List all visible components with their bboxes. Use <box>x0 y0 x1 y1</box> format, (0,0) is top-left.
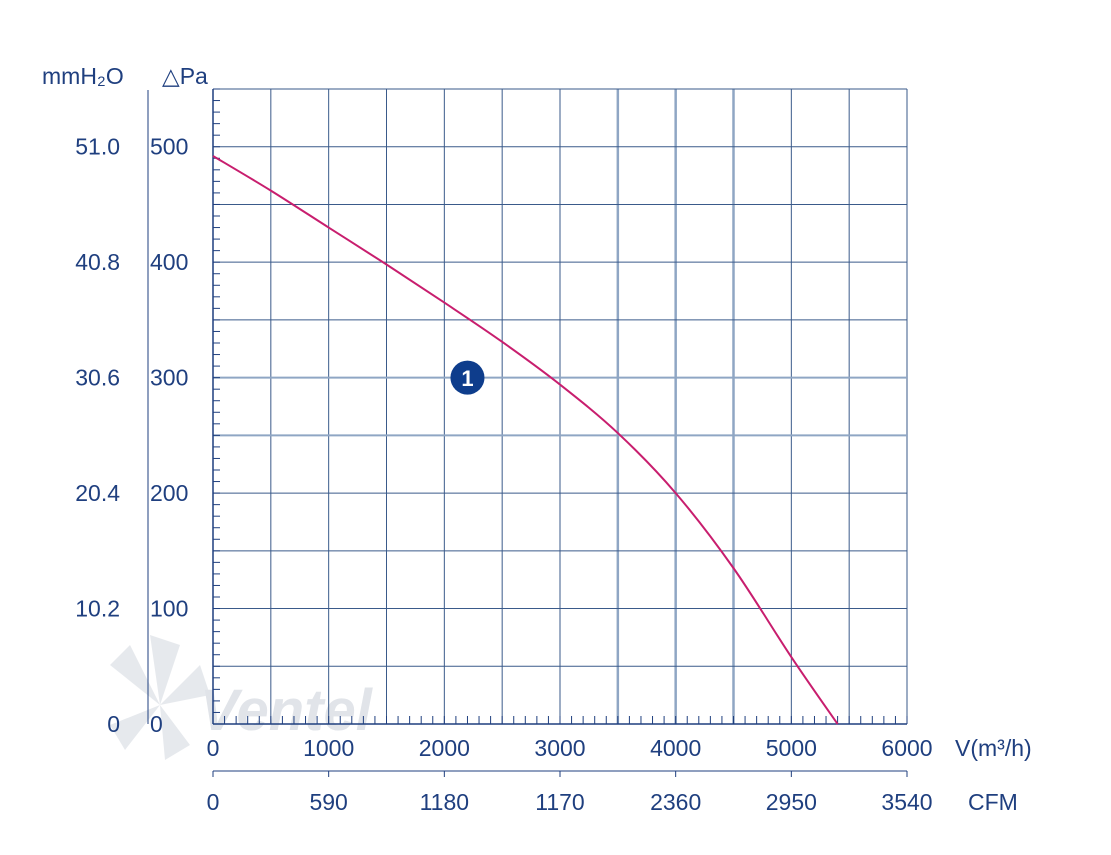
x-tick-label-cfm: 1180 <box>420 789 469 815</box>
axes <box>147 88 908 777</box>
y-tick-label-mmh2o: 10.2 <box>75 596 120 622</box>
y-tick-label-mmh2o: 20.4 <box>75 480 120 506</box>
series-layer <box>212 155 839 725</box>
x-tick-label-m3h: 5000 <box>766 735 817 761</box>
series-marker: 1 <box>450 360 485 395</box>
x-tick-label-m3h: 2000 <box>419 735 470 761</box>
y-unit-left: mmH₂O <box>42 63 124 89</box>
x-unit-secondary: CFM <box>968 789 1018 815</box>
x-tick-label-m3h: 3000 <box>534 735 585 761</box>
marker-circle <box>450 360 485 395</box>
x-tick-label-m3h: 0 <box>207 735 220 761</box>
y-unit-right: △Pa <box>162 63 208 89</box>
x-tick-label-cfm: 2360 <box>650 789 701 815</box>
y-tick-label-pa: 400 <box>150 249 188 275</box>
watermark-text: Ventel <box>200 678 374 743</box>
x-tick-label-cfm: 0 <box>207 789 220 815</box>
y-tick-label-pa: 500 <box>150 134 188 160</box>
series-curve <box>212 155 839 725</box>
x-tick-label-m3h: 4000 <box>650 735 701 761</box>
y-tick-label-pa: 200 <box>150 480 188 506</box>
y-tick-label-mmh2o: 40.8 <box>75 249 120 275</box>
y-tick-label-pa: 0 <box>150 711 163 737</box>
marker-text: 1 <box>461 366 473 391</box>
x-tick-label-cfm: 590 <box>309 789 347 815</box>
x-tick-label-m3h: 6000 <box>881 735 932 761</box>
grid-lines <box>213 88 908 724</box>
x-tick-label-cfm: 3540 <box>881 789 932 815</box>
y-tick-label-mmh2o: 0 <box>107 711 120 737</box>
x-tick-label-cfm: 2950 <box>766 789 817 815</box>
y-tick-label-mmh2o: 51.0 <box>75 134 120 160</box>
x-tick-label-m3h: 1000 <box>303 735 354 761</box>
y-tick-label-pa: 100 <box>150 596 188 622</box>
y-tick-label-pa: 300 <box>150 365 188 391</box>
x-tick-label-cfm: 1170 <box>535 789 584 815</box>
y-tick-label-mmh2o: 30.6 <box>75 365 120 391</box>
x-unit-primary: V(m³/h) <box>955 735 1032 761</box>
